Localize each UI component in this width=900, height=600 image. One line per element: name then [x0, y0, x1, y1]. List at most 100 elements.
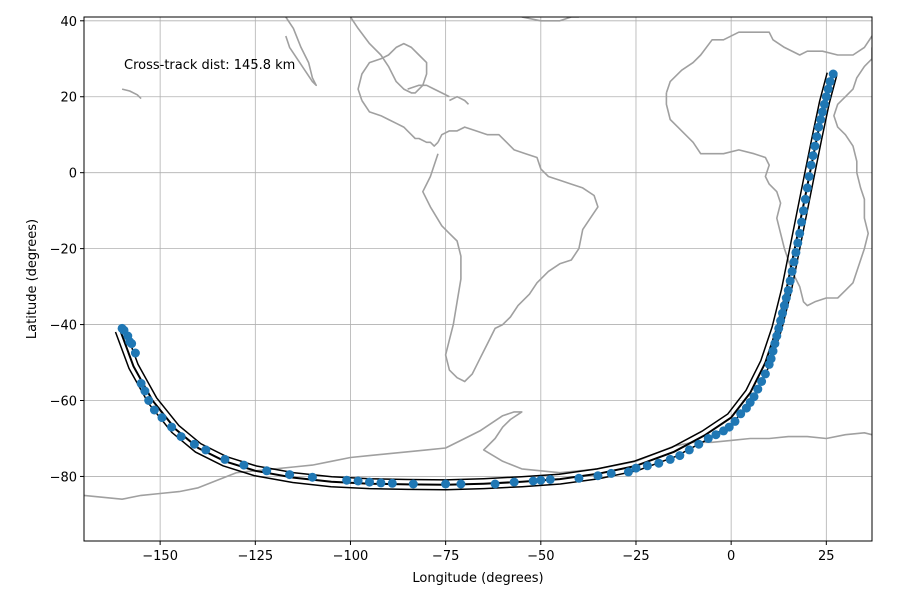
data-point [800, 194, 810, 204]
y-tick-label: −20 [50, 243, 77, 258]
data-point [144, 396, 154, 405]
data-point [828, 69, 838, 79]
data-point [757, 377, 767, 386]
y-tick-label: 0 [69, 167, 77, 182]
data-point [176, 432, 186, 442]
data-point [785, 276, 795, 286]
data-point [528, 476, 538, 486]
data-point [239, 460, 249, 470]
data-point [783, 285, 793, 295]
data-point [149, 405, 159, 415]
data-point [770, 339, 780, 349]
data-point [766, 354, 776, 364]
cross-track-bound-inner [124, 72, 828, 481]
x-tick-label: −50 [527, 549, 554, 564]
data-point [802, 183, 812, 193]
data-point [167, 422, 177, 432]
x-tick-label: −150 [142, 549, 178, 564]
data-point [724, 422, 734, 432]
y-axis-label: Latitude (degrees) [25, 219, 40, 339]
data-point [821, 92, 831, 102]
data-point [441, 479, 451, 489]
data-point [787, 266, 797, 276]
data-point [753, 384, 763, 394]
data-point [136, 378, 146, 388]
x-tick-label: 25 [818, 549, 835, 564]
data-point [189, 439, 199, 449]
data-point [776, 316, 786, 326]
x-axis-label: Longitude (degrees) [412, 571, 543, 586]
x-tick-label: −25 [622, 549, 649, 564]
data-point [795, 228, 805, 238]
x-tick-label: −125 [237, 549, 273, 564]
x-tick-label: −100 [333, 549, 369, 564]
data-point [797, 217, 807, 227]
coastline-central-america [361, 100, 439, 147]
data-point [703, 434, 713, 443]
data-point [789, 257, 799, 267]
data-point [774, 323, 784, 333]
coastline-africa [665, 47, 872, 307]
data-point [808, 151, 818, 161]
data-point [675, 451, 685, 461]
y-tick-label: −60 [50, 395, 77, 410]
data-point [806, 160, 816, 170]
data-point [818, 107, 827, 117]
data-point [654, 458, 664, 468]
data-point [749, 392, 759, 402]
coastline-hawaii [121, 88, 142, 100]
data-point [768, 346, 778, 356]
data-point [694, 439, 704, 449]
x-tick-label: −75 [432, 549, 459, 564]
data-point [536, 475, 546, 485]
data-point [819, 99, 829, 109]
data-point [509, 477, 519, 487]
data-point [736, 409, 746, 419]
plot-frame [83, 16, 873, 542]
data-point [799, 206, 808, 216]
data-point [804, 172, 814, 181]
y-tick-label: −80 [50, 470, 77, 485]
data-point [711, 430, 721, 440]
data-point [814, 122, 824, 132]
data-point [387, 478, 397, 488]
data-point [772, 331, 782, 341]
data-point [791, 247, 801, 257]
data-point [140, 386, 150, 396]
data-point [760, 369, 770, 379]
data-point [342, 475, 352, 485]
data-point [606, 468, 616, 478]
cross-track-annotation: Cross-track dist: 145.8 km [124, 58, 295, 73]
data-point [812, 132, 822, 142]
data-point [201, 445, 211, 455]
data-point [130, 348, 140, 358]
data-point [490, 479, 500, 489]
coastline-hispaniola [449, 95, 470, 105]
data-point [157, 413, 167, 423]
data-point [642, 461, 652, 471]
data-point [816, 115, 826, 124]
data-point [574, 473, 584, 483]
data-point [408, 479, 418, 489]
data-point [779, 301, 789, 311]
data-point [684, 445, 694, 455]
y-tick-label: 40 [60, 15, 77, 30]
data-point [262, 466, 272, 476]
data-point [793, 238, 803, 248]
coastline-cuba [407, 84, 450, 98]
data-point [631, 463, 641, 473]
coastline-south-america [422, 126, 599, 383]
data-point [353, 476, 363, 486]
data-point [127, 339, 137, 349]
data-point [781, 293, 791, 303]
data-point [593, 471, 603, 481]
coastline-north-america-west [349, 17, 428, 101]
data-point [825, 77, 835, 87]
data-point [778, 308, 787, 318]
data-point [307, 472, 317, 482]
data-point [823, 84, 833, 94]
data-point [623, 467, 633, 477]
data-point [285, 470, 295, 480]
